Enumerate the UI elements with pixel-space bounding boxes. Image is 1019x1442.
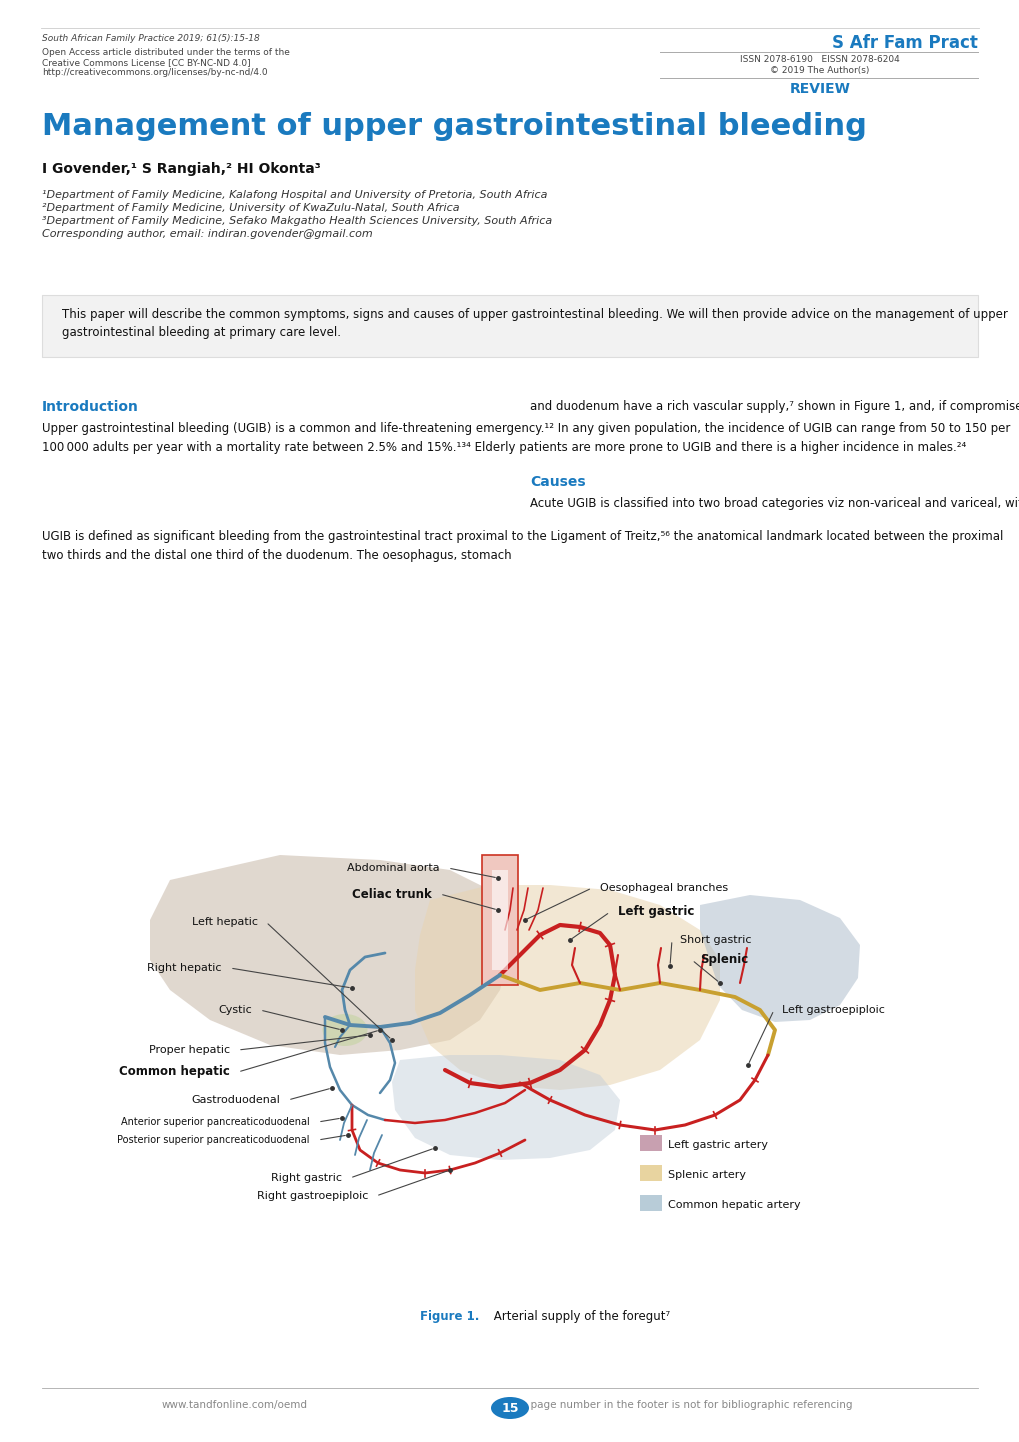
- Polygon shape: [699, 895, 859, 1022]
- Text: Splenic: Splenic: [699, 953, 748, 966]
- Bar: [491, 870, 507, 970]
- Text: Figure 1.: Figure 1.: [420, 1309, 479, 1322]
- Bar: [482, 855, 518, 985]
- Text: Gastroduodenal: Gastroduodenal: [191, 1094, 280, 1105]
- Text: Left gastric artery: Left gastric artery: [667, 1141, 767, 1151]
- Text: Abdominal aorta: Abdominal aorta: [347, 862, 439, 872]
- Text: Introduction: Introduction: [42, 399, 139, 414]
- Polygon shape: [150, 855, 510, 1056]
- Text: Splenic artery: Splenic artery: [667, 1169, 745, 1180]
- Text: 15: 15: [500, 1402, 519, 1415]
- Text: Acute UGIB is classified into two broad categories viz non-variceal and variceal: Acute UGIB is classified into two broad …: [530, 497, 1019, 510]
- Text: Short gastric: Short gastric: [680, 934, 751, 945]
- Text: Left gastric: Left gastric: [618, 906, 694, 919]
- Text: UGIB is defined as significant bleeding from the gastrointestinal tract proximal: UGIB is defined as significant bleeding …: [42, 531, 1003, 562]
- Text: S Afr Fam Pract: S Afr Fam Pract: [832, 35, 977, 52]
- Text: www.tandfonline.com/oemd: www.tandfonline.com/oemd: [162, 1400, 308, 1410]
- Text: http://creativecommons.org/licenses/by-nc-nd/4.0: http://creativecommons.org/licenses/by-n…: [42, 68, 267, 76]
- Text: Right gastroepiploic: Right gastroepiploic: [257, 1191, 368, 1201]
- Text: South African Family Practice 2019; 61(5):15-18: South African Family Practice 2019; 61(5…: [42, 35, 260, 43]
- Text: and duodenum have a rich vascular supply,⁷ shown in Figure 1, and, if compromise: and duodenum have a rich vascular supply…: [530, 399, 1019, 412]
- Text: Creative Commons License [CC BY-NC-ND 4.0]: Creative Commons License [CC BY-NC-ND 4.…: [42, 58, 251, 66]
- Text: Right hepatic: Right hepatic: [148, 963, 222, 973]
- Ellipse shape: [322, 1014, 367, 1045]
- Text: Open Access article distributed under the terms of the: Open Access article distributed under th…: [42, 48, 289, 58]
- Bar: [639, 1165, 661, 1181]
- Text: Oesophageal branches: Oesophageal branches: [599, 883, 728, 893]
- Text: ¹Department of Family Medicine, Kalafong Hospital and University of Pretoria, So: ¹Department of Family Medicine, Kalafong…: [42, 190, 547, 200]
- Text: Posterior superior pancreaticoduodenal: Posterior superior pancreaticoduodenal: [117, 1135, 310, 1145]
- Bar: [639, 1195, 661, 1211]
- Text: Celiac trunk: Celiac trunk: [352, 887, 432, 900]
- Text: Cystic: Cystic: [218, 1005, 252, 1015]
- Text: Left gastroepiploic: Left gastroepiploic: [782, 1005, 884, 1015]
- Text: REVIEW: REVIEW: [789, 82, 850, 97]
- Text: Management of upper gastrointestinal bleeding: Management of upper gastrointestinal ble…: [42, 112, 866, 141]
- Text: Anterior superior pancreaticoduodenal: Anterior superior pancreaticoduodenal: [121, 1118, 310, 1128]
- Text: Causes: Causes: [530, 474, 585, 489]
- Text: ²Department of Family Medicine, University of KwaZulu-Natal, South Africa: ²Department of Family Medicine, Universi…: [42, 203, 460, 213]
- Text: This paper will describe the common symptoms, signs and causes of upper gastroin: This paper will describe the common symp…: [62, 309, 1007, 339]
- Text: Right gastric: Right gastric: [271, 1172, 341, 1182]
- Bar: [639, 1135, 661, 1151]
- Text: ISSN 2078-6190   EISSN 2078-6204: ISSN 2078-6190 EISSN 2078-6204: [740, 55, 899, 63]
- Polygon shape: [415, 885, 719, 1090]
- Polygon shape: [391, 1056, 620, 1159]
- Ellipse shape: [490, 1397, 529, 1419]
- Text: Common hepatic artery: Common hepatic artery: [667, 1200, 800, 1210]
- Text: Proper hepatic: Proper hepatic: [149, 1045, 229, 1056]
- FancyBboxPatch shape: [42, 296, 977, 358]
- Text: Left hepatic: Left hepatic: [192, 917, 258, 927]
- Text: ³Department of Family Medicine, Sefako Makgatho Health Sciences University, Sout: ³Department of Family Medicine, Sefako M…: [42, 216, 551, 226]
- Text: Upper gastrointestinal bleeding (UGIB) is a common and life-threatening emergenc: Upper gastrointestinal bleeding (UGIB) i…: [42, 423, 1010, 454]
- Text: © 2019 The Author(s): © 2019 The Author(s): [769, 66, 869, 75]
- Text: I Govender,¹ S Rangiah,² HI Okonta³: I Govender,¹ S Rangiah,² HI Okonta³: [42, 162, 320, 176]
- Text: Common hepatic: Common hepatic: [119, 1066, 229, 1079]
- Text: Corresponding author, email: indiran.govender@gmail.com: Corresponding author, email: indiran.gov…: [42, 229, 372, 239]
- Text: The page number in the footer is not for bibliographic referencing: The page number in the footer is not for…: [507, 1400, 852, 1410]
- Text: Arterial supply of the foregut⁷: Arterial supply of the foregut⁷: [489, 1309, 669, 1322]
